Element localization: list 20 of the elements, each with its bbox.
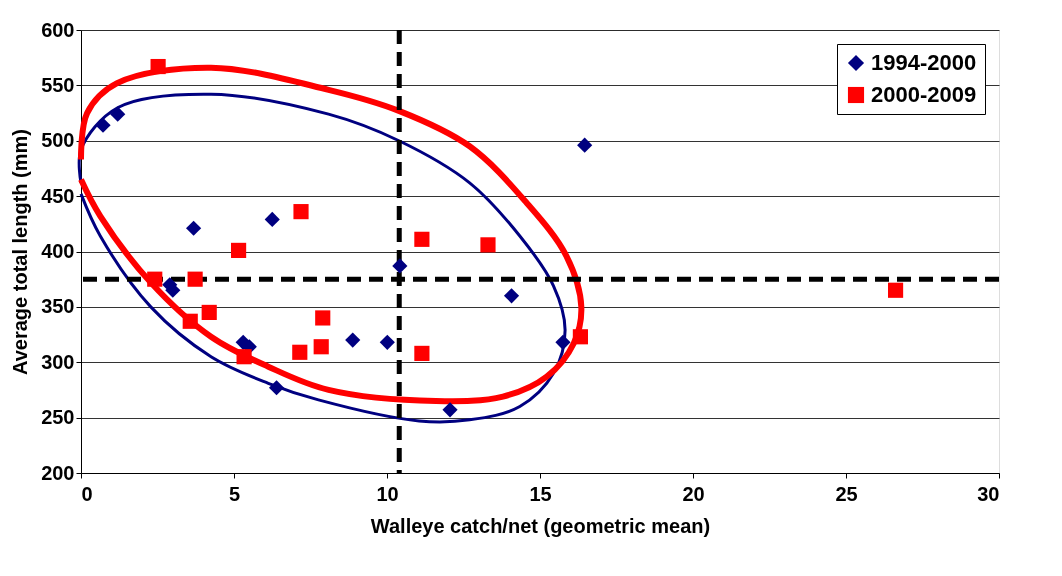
y-tick-label: 450 (41, 184, 75, 207)
y-tick-label: 600 (41, 18, 75, 41)
x-tick-label: 10 (376, 482, 399, 505)
x-tick-label: 25 (835, 482, 858, 505)
legend-label: 1994-2000 (871, 50, 977, 75)
y-tick-label: 250 (41, 406, 75, 429)
y-tick-label: 400 (41, 240, 75, 262)
x-tick-label: 0 (81, 482, 93, 505)
y-tick-label: 300 (41, 350, 75, 373)
y-axis-title: Average total length (mm) (9, 129, 32, 375)
y-tick-label: 200 (41, 461, 75, 484)
x-tick-label: 5 (228, 482, 241, 505)
x-tick-label: 20 (682, 482, 705, 505)
x-tick-label: 15 (529, 482, 552, 505)
x-axis-title: Walleye catch/net (geometric mean) (370, 514, 711, 537)
y-tick-label: 550 (41, 73, 75, 96)
y-tick-label: 350 (41, 295, 75, 318)
x-tick-label: 30 (977, 482, 1000, 505)
legend-label: 2000-2009 (871, 82, 977, 107)
y-tick-label: 500 (41, 129, 75, 152)
